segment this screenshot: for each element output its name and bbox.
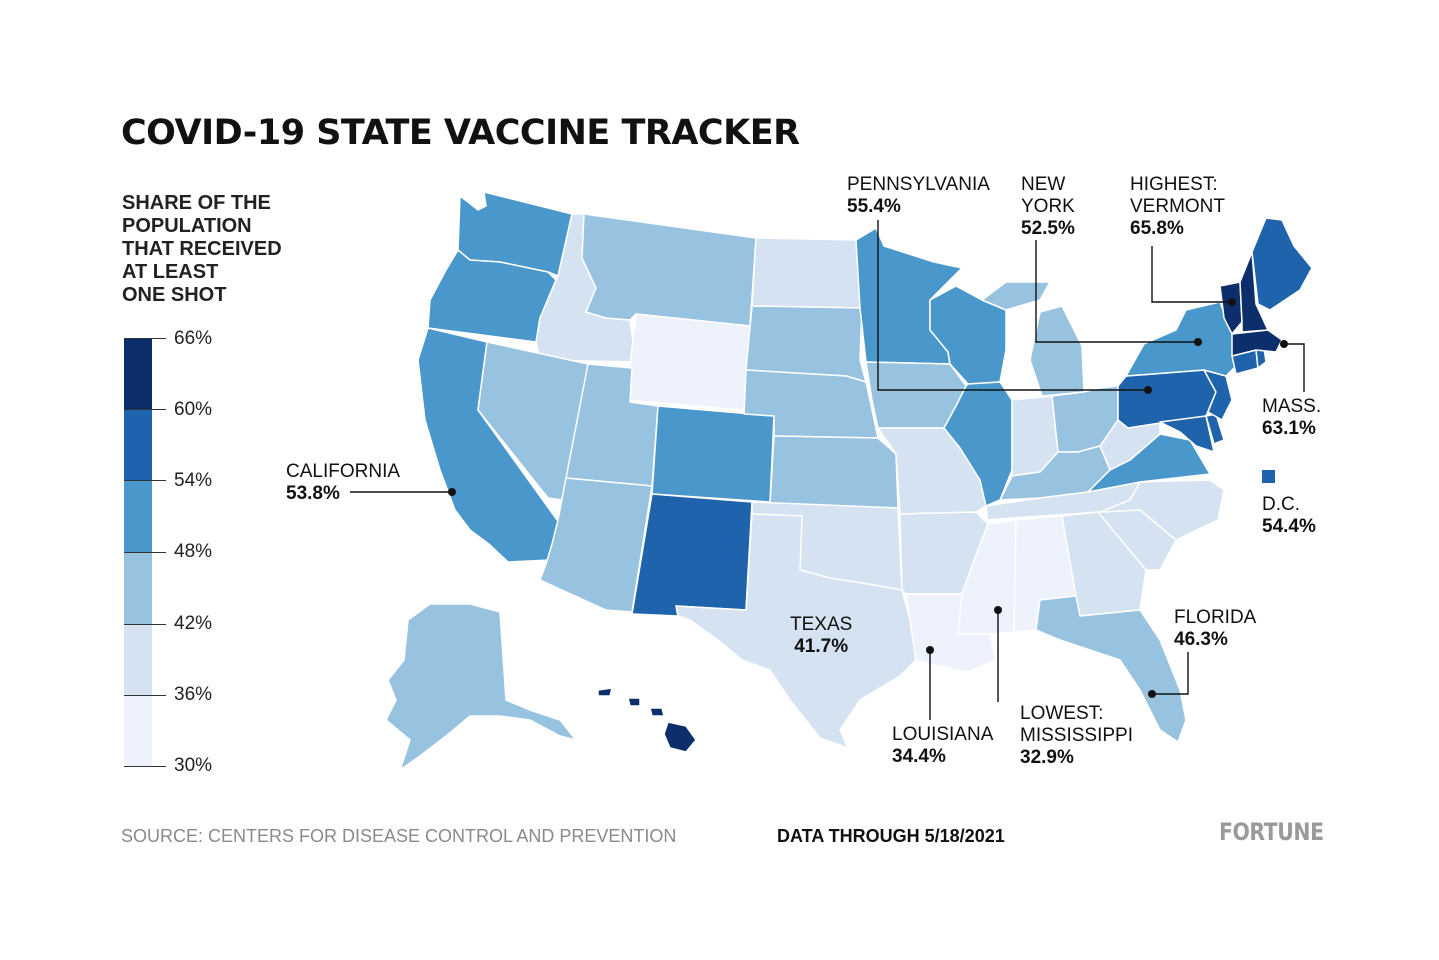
state-hawaii <box>597 687 697 753</box>
legend-swatch-60-66 <box>124 338 152 409</box>
legend-title-line: SHARE OF THE <box>122 192 271 214</box>
state-maryland <box>1159 415 1215 453</box>
legend-tick <box>124 338 166 339</box>
legend-swatch-36-42 <box>124 624 152 695</box>
source-note: SOURCE: CENTERS FOR DISEASE CONTROL AND … <box>121 826 677 846</box>
legend-tick-label: 36% <box>174 684 213 705</box>
state-alaska <box>385 603 577 771</box>
marker-louisiana <box>926 646 934 654</box>
callout-name: NEW <box>1021 174 1066 195</box>
callout-florida: FLORIDA 46.3% <box>1174 607 1256 651</box>
callout-name: VERMONT <box>1130 196 1225 217</box>
marker-mississippi <box>994 606 1002 614</box>
callout-pennsylvania: PENNSYLVANIA 55.4% <box>847 174 990 218</box>
leader-new-york <box>1035 240 1198 343</box>
state-colorado <box>651 405 775 503</box>
marker-mass <box>1280 340 1288 348</box>
callout-name: D.C. <box>1262 494 1300 515</box>
leader-vermont <box>1151 246 1232 303</box>
state-north-carolina <box>1099 479 1225 541</box>
state-texas <box>675 513 917 749</box>
state-illinois <box>943 381 1013 507</box>
legend-tick-label: 42% <box>174 613 213 634</box>
state-kansas <box>769 435 899 509</box>
leader-pennsylvania <box>877 220 1148 391</box>
legend-title-line: POPULATION <box>122 215 252 237</box>
callout-value: 34.4% <box>892 746 946 767</box>
marker-florida <box>1148 690 1156 698</box>
fortune-logo: FORTUNE <box>1219 818 1324 846</box>
callout-value: 32.9% <box>1020 747 1074 768</box>
callout-dc: D.C. 54.4% <box>1262 494 1316 538</box>
callout-name: FLORIDA <box>1174 607 1257 628</box>
callout-value: 52.5% <box>1021 218 1075 239</box>
callout-mass: MASS. 63.1% <box>1262 396 1321 440</box>
legend-tick-label: 54% <box>174 470 213 491</box>
legend-tick <box>124 480 166 481</box>
page-title: COVID-19 STATE VACCINE TRACKER <box>121 113 800 153</box>
legend-tick-label: 48% <box>174 541 213 562</box>
callout-texas: TEXAS 41.7% <box>790 614 852 658</box>
state-montana <box>581 213 757 327</box>
legend-title: SHARE OF THE POPULATION THAT RECEIVED AT… <box>122 192 322 307</box>
legend-swatch-48-54 <box>124 480 152 552</box>
legend-title-line: AT LEAST <box>122 261 219 283</box>
callout-name: HIGHEST: <box>1130 174 1218 195</box>
state-california <box>417 327 567 563</box>
callout-name: PENNSYLVANIA <box>847 174 990 195</box>
legend-tick <box>124 695 166 696</box>
callout-value: 54.4% <box>1262 516 1316 537</box>
legend-tick <box>124 766 166 767</box>
state-new-york <box>1125 301 1237 377</box>
callout-louisiana: LOUISIANA 34.4% <box>892 724 993 768</box>
legend-tick <box>124 624 166 625</box>
callout-value: 63.1% <box>1262 418 1316 439</box>
state-vermont <box>1219 281 1243 335</box>
callout-value: 46.3% <box>1174 629 1228 650</box>
legend-swatch-42-48 <box>124 552 152 624</box>
callout-name: MASS. <box>1262 396 1322 417</box>
callout-value: 41.7% <box>794 636 849 657</box>
state-florida <box>1035 595 1187 743</box>
data-date: DATA THROUGH 5/18/2021 <box>777 826 1005 846</box>
legend-tick-label: 60% <box>174 399 213 420</box>
legend-title-line: ONE SHOT <box>122 284 227 306</box>
dc-marker <box>1262 470 1275 483</box>
callout-value: 65.8% <box>1130 218 1184 239</box>
callout-name: LOWEST: <box>1020 703 1104 724</box>
state-maine <box>1251 217 1313 311</box>
state-new-mexico <box>631 493 753 617</box>
state-north-dakota <box>751 237 863 309</box>
callout-value: 55.4% <box>847 196 901 217</box>
callout-name: MISSISSIPPI <box>1020 725 1133 746</box>
callout-mississippi: LOWEST: MISSISSIPPI 32.9% <box>1020 703 1133 769</box>
leader-florida <box>1152 652 1189 695</box>
legend-tick-label: 30% <box>174 755 213 776</box>
legend-title-line: THAT RECEIVED <box>122 238 282 260</box>
callout-name: YORK <box>1021 196 1075 217</box>
legend-tick <box>124 552 166 553</box>
legend-tick-label: 66% <box>174 328 213 349</box>
callout-name: TEXAS <box>790 614 853 635</box>
legend-tick <box>124 409 166 410</box>
callout-vermont: HIGHEST: VERMONT 65.8% <box>1130 174 1225 240</box>
marker-new-york <box>1194 338 1202 346</box>
legend-swatch-54-60 <box>124 409 152 480</box>
callout-name: LOUISIANA <box>892 724 994 745</box>
leader-mass <box>1284 343 1305 392</box>
legend-swatch-30-36 <box>124 695 152 766</box>
callout-name: CALIFORNIA <box>286 461 401 482</box>
callout-california: CALIFORNIA 53.8% <box>286 461 400 505</box>
state-arizona <box>539 477 653 613</box>
marker-pennsylvania <box>1144 386 1152 394</box>
state-wyoming <box>625 313 751 411</box>
callout-value: 53.8% <box>286 483 340 504</box>
marker-california <box>448 488 456 496</box>
callout-new-york: NEW YORK 52.5% <box>1021 174 1075 240</box>
state-mississippi <box>957 519 1017 635</box>
color-legend: 66% 60% 54% 48% 42% 36% 30% <box>124 328 212 776</box>
marker-vermont <box>1228 298 1236 306</box>
